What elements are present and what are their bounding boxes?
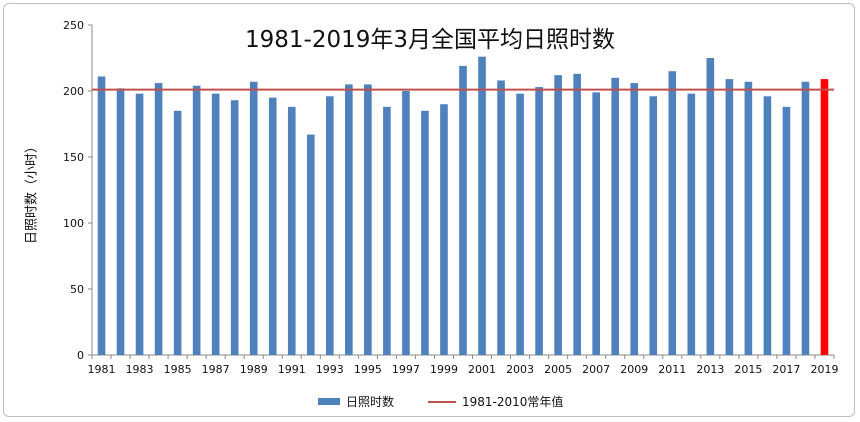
x-tick-label: 2007 [582,363,610,376]
x-tick-label: 2005 [544,363,572,376]
bar-2005 [554,75,562,355]
bar-2017 [782,106,791,355]
bar-1997 [402,91,410,355]
legend-item-line: 1981-2010常年值 [428,393,563,410]
bar-2013 [706,58,715,355]
x-tick-label: 2003 [506,363,534,376]
bar-1989 [249,81,258,355]
x-tick-label: 2001 [468,363,496,376]
x-tick-label: 2013 [696,363,724,376]
legend: 日照时数 1981-2010常年值 [0,393,860,413]
bar-2001 [478,56,486,356]
bar-1982 [116,88,125,356]
y-tick-label: 0 [77,349,84,362]
bar-highlight-2019 [820,79,829,356]
y-tick-label: 250 [63,19,84,32]
x-tick-label: 2009 [620,363,648,376]
y-tick-label: 50 [70,283,84,296]
bar-1986 [192,85,201,355]
bar-1992 [306,134,315,355]
bar-1998 [421,110,429,355]
legend-line-label: 1981-2010常年值 [462,395,564,409]
bar-2016 [763,96,772,355]
bar-1981 [97,76,106,355]
bar-2008 [611,77,620,356]
bar-1994 [345,84,353,356]
bar-1988 [230,100,239,356]
x-tick-label: 1987 [202,363,230,376]
bar-1995 [364,84,372,356]
legend-line-swatch [428,400,456,403]
bar-1993 [326,96,334,355]
bar-1996 [383,106,391,355]
x-tick-label: 1989 [240,363,268,376]
bar-1990 [268,97,277,355]
legend-bar-label: 日照时数 [346,395,395,409]
x-tick-label: 2019 [810,363,838,376]
bar-2014 [725,79,734,356]
x-tick-label: 1999 [430,363,458,376]
x-tick-label: 2017 [772,363,800,376]
bar-2002 [497,80,505,355]
bar-1987 [211,93,220,355]
x-tick-label: 1983 [126,363,154,376]
bar-2003 [516,93,524,355]
x-tick-label: 1981 [88,363,116,376]
x-tick-label: 1991 [278,363,306,376]
bar-2018 [801,81,810,355]
y-tick-label: 100 [63,217,84,230]
bar-2015 [744,81,753,355]
bar-2004 [535,87,543,355]
bar-1999 [440,104,448,355]
bar-2000 [459,65,467,356]
y-tick-label: 150 [63,151,84,164]
bar-1984 [154,83,163,355]
x-tick-label: 2015 [734,363,762,376]
legend-bar-swatch [318,398,340,405]
bar-2009 [630,83,639,355]
bar-2007 [592,92,600,355]
chart-title: 1981-2019年3月全国平均日照时数 [245,27,615,53]
bar-2006 [573,73,581,355]
x-tick-label: 2011 [658,363,686,376]
bar-1983 [135,93,144,355]
x-tick-label: 1993 [316,363,344,376]
x-tick-label: 1997 [392,363,420,376]
bar-2012 [687,93,696,355]
legend-item-bars: 日照时数 [318,393,394,410]
y-tick-label: 200 [63,85,84,98]
bar-1991 [287,106,296,355]
bar-2011 [668,71,677,355]
x-tick-label: 1985 [164,363,192,376]
x-tick-label: 1995 [354,363,382,376]
bar-2010 [649,96,658,355]
bar-1985 [173,110,182,355]
